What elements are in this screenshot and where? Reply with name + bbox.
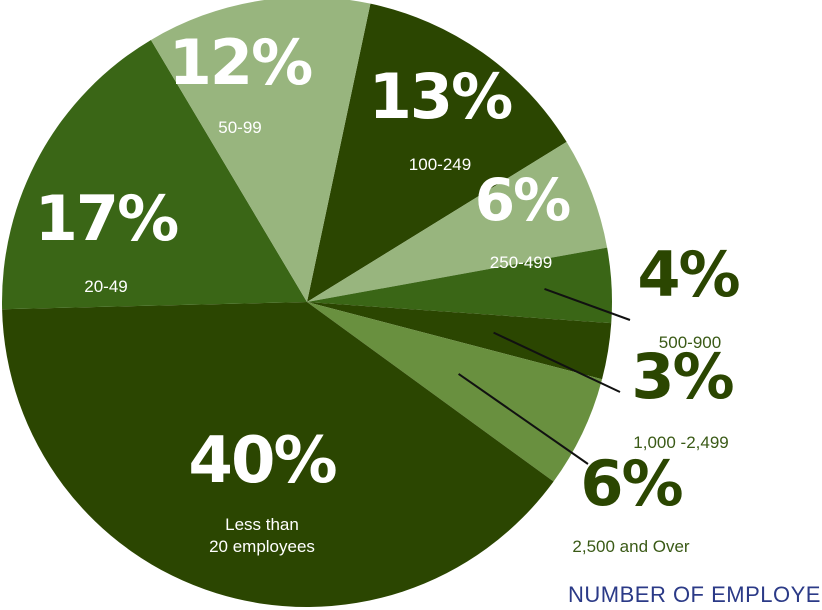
slice-category-less-than-20-employees-line-1: Less than [225,515,299,534]
leader-line-500-900 [544,287,631,321]
pie-slice-50-99 [150,0,371,302]
slice-category-2-500-and-over: 2,500 and Over [572,537,690,556]
pie-slice-1-000-2-499 [307,302,612,380]
slice-category-250-499: 250-499 [490,253,552,272]
leader-lines [458,287,631,465]
slice-percent-less-than-20-employees: 40% [188,424,336,498]
slice-percent-1-000-2-499: 3% [631,340,733,413]
pie-slices [2,0,612,607]
slice-category-less-than-20-employees-line-2: 20 employees [209,537,315,556]
leader-line-2-500-and-over [458,373,589,465]
pie-slice-20-49 [2,39,308,310]
slice-percent-20-49: 17% [35,182,178,255]
pie-slice-250-499 [307,141,608,302]
leader-line-1-000-2-499 [493,331,621,393]
pie-slice-100-249 [307,3,567,302]
slice-percent-50-99: 12% [169,26,312,99]
pie-slice-500-900 [307,247,612,324]
pie-slice-2-500-and-over [307,302,603,482]
slice-category-1-000-2-499: 1,000 -2,499 [633,433,728,452]
slice-category-20-49: 20-49 [84,277,127,296]
pie-slice-less-than-20-employees [2,302,554,607]
slice-category-50-99: 50-99 [218,118,261,137]
slice-percent-2-500-and-over: 6% [580,447,682,520]
slice-percent-100-249: 13% [369,60,512,133]
slice-category-100-249: 100-249 [409,155,471,174]
chart-caption: NUMBER OF EMPLOYEES [568,582,822,607]
slice-percent-500-900: 4% [637,238,739,311]
slice-category-500-900: 500-900 [659,333,721,352]
slice-percent-250-499: 6% [475,166,570,234]
